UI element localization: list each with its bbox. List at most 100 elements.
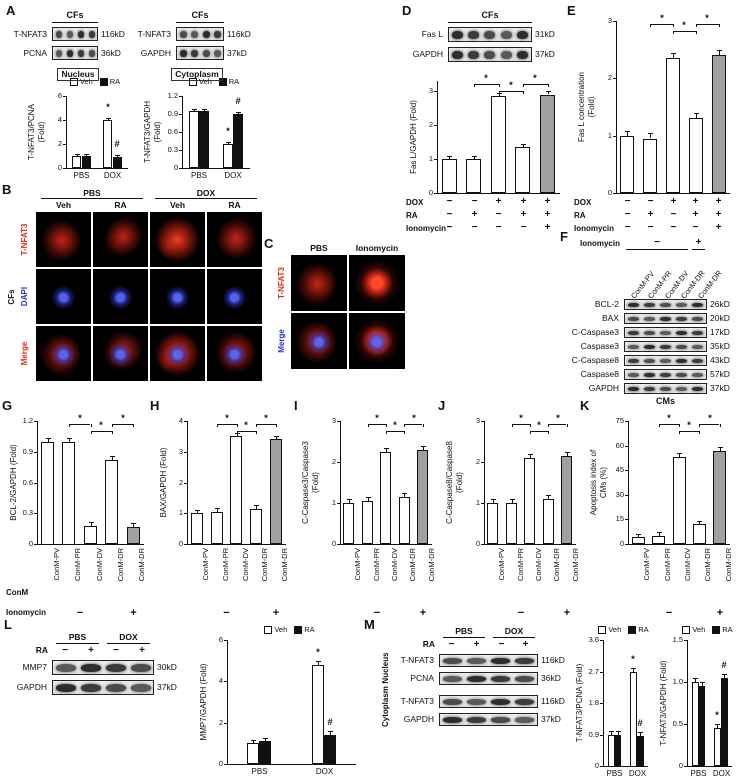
error-bar-cap: [316, 661, 321, 662]
matrix-row-label: DOX: [574, 198, 592, 207]
bar: [82, 156, 91, 168]
blot-row-label: C-Caspase3: [571, 327, 619, 337]
blot-kd-label: 37kD: [710, 383, 730, 393]
y-tick-label: 0: [173, 163, 178, 172]
bar: [637, 736, 644, 766]
x-cat-label: ConM-DR: [571, 548, 580, 582]
y-tick-label: 3: [428, 86, 433, 95]
blot-band: [452, 51, 463, 59]
bar: [689, 118, 703, 193]
matrix-row-label: DOX: [406, 198, 424, 207]
sig-mark: *: [106, 102, 110, 113]
panel-label-m: M: [364, 617, 375, 632]
y-axis-label: (Fold): [311, 472, 320, 493]
sig-line-end: [499, 84, 500, 87]
y-tick: [481, 544, 484, 545]
blot-row-label: T-NFAT3: [400, 655, 434, 665]
blot-band: [676, 345, 687, 349]
fluorescence-image: [291, 255, 347, 311]
blot-band: [692, 345, 703, 349]
matrix-symbol: −: [446, 196, 453, 207]
matrix-symbol: +: [715, 222, 722, 233]
matrix-symbol: −: [647, 222, 654, 233]
error-bar: [640, 732, 641, 736]
sig-line: [368, 424, 386, 425]
x-axis: [616, 193, 730, 194]
blot-band-box: [52, 680, 154, 695]
error-bar-cap: [528, 454, 533, 455]
error-bar: [69, 438, 70, 442]
y-tick: [481, 503, 484, 504]
x-cat-label: ConM-PR: [663, 548, 672, 581]
y-tick-label: 3: [331, 416, 336, 425]
sig-line: [404, 424, 422, 425]
sig-line: [696, 24, 719, 25]
blot-band: [443, 717, 462, 723]
y-axis: [603, 640, 604, 766]
error-bar: [48, 438, 49, 442]
sig-line-end: [699, 424, 700, 427]
img-col-header: Veh: [169, 200, 186, 210]
blot-band-box: [448, 47, 532, 62]
error-bar: [265, 738, 266, 742]
sig-line-end: [499, 91, 500, 94]
blot-band: [628, 331, 639, 335]
legend-item: RA: [99, 77, 120, 87]
blot-band-box: [439, 654, 538, 667]
y-tick: [684, 682, 687, 683]
y-tick-label: 0: [28, 539, 33, 548]
y-tick-label: 15: [615, 514, 624, 523]
y-tick-label: 4: [57, 115, 62, 124]
legend-label: Veh: [198, 77, 212, 86]
y-tick: [34, 452, 37, 453]
y-tick-label: 2.7: [588, 667, 599, 676]
error-bar: [368, 497, 369, 501]
error-bar-cap: [546, 495, 551, 496]
blot-band-box: [176, 46, 224, 60]
iono-plus: +: [272, 607, 280, 619]
x-cat-label: ConM-DV: [95, 548, 104, 581]
blot-band: [515, 717, 534, 723]
panel-f-blot: Ionomycin − + ConM-PV ConM-PR ConM-DV ConM-DR C…: [570, 238, 734, 408]
y-tick-label: 2: [607, 73, 612, 82]
x-cat-label: ConM-DR: [552, 548, 561, 582]
x-cat-label: ConM-DR: [427, 548, 436, 582]
bar: [515, 147, 530, 193]
blot-band: [676, 387, 687, 391]
y-tick-label: 2: [331, 457, 336, 466]
sig-line-end: [112, 424, 113, 427]
img-group-header: DOX: [196, 188, 216, 198]
error-bar-cap: [510, 499, 515, 500]
legend-swatch: [69, 78, 78, 86]
sig-line: [237, 431, 257, 432]
sig-mark: #: [721, 660, 727, 671]
bar: [223, 144, 233, 168]
blot-band: [81, 664, 101, 672]
error-bar: [197, 510, 198, 514]
blot-band: [443, 676, 462, 682]
blot-band: [78, 31, 84, 38]
x-cat-label: DOX: [224, 171, 242, 180]
matrix-symbol: −: [471, 196, 478, 207]
ra-symbol: +: [473, 639, 480, 650]
y-axis: [628, 421, 629, 544]
y-tick: [224, 640, 227, 641]
sig-line: [217, 424, 237, 425]
blot-band: [644, 359, 655, 363]
blot-band: [692, 303, 703, 307]
matrix-symbol: −: [495, 209, 502, 220]
y-tick-label: 4: [178, 416, 183, 425]
blot-band: [644, 303, 655, 307]
iono-minus: −: [665, 607, 673, 619]
blot-header: CFs: [191, 10, 209, 20]
y-tick: [684, 640, 687, 641]
sig-line-end: [548, 424, 549, 427]
matrix-symbol: −: [520, 222, 527, 233]
bar: [712, 55, 726, 193]
error-bar-cap: [215, 508, 220, 509]
blot-row-label: GAPDH: [588, 383, 619, 393]
error-bar-cap: [274, 436, 279, 437]
sig-line-end: [530, 424, 531, 427]
sig-line-end: [720, 424, 721, 427]
legend-swatch: [598, 626, 607, 634]
